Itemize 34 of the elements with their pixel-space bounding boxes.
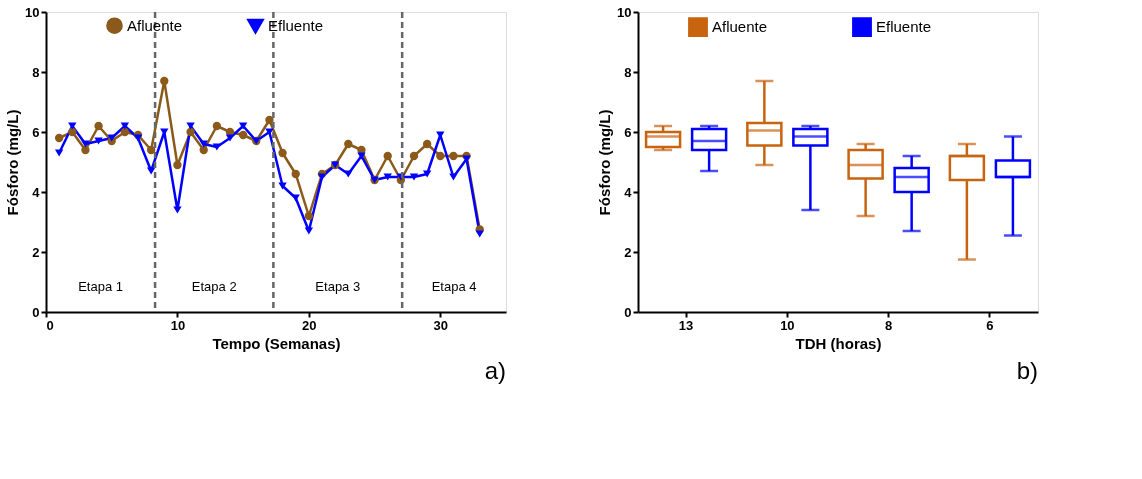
x-axis-title: TDH (horas)	[795, 334, 882, 352]
y-tick-label: 2	[624, 244, 632, 260]
y-tick-label: 4	[32, 184, 41, 200]
y-tick-label: 6	[32, 124, 40, 140]
annotation: Etapa 2	[191, 279, 237, 294]
x-tick-label: 6	[986, 317, 994, 333]
y-tick-label: 10	[25, 4, 40, 20]
x-axis-title: Tempo (Semanas)	[212, 334, 341, 352]
x-tick-label: 13	[678, 317, 694, 333]
text: a)	[484, 357, 506, 384]
legend-label: Efluente	[268, 17, 324, 35]
y-tick-label: 4	[624, 184, 633, 200]
x-tick-label: 20	[302, 317, 317, 333]
x-tick-label: 30	[433, 317, 449, 333]
annotation: Etapa 1	[78, 279, 123, 294]
x-tick-label: 0	[46, 317, 54, 333]
y-tick-label: 10	[617, 4, 632, 20]
y-tick-label: 8	[32, 64, 40, 80]
annotation: Etapa 3	[315, 279, 361, 294]
y-axis-title: Fósforo (mg/L)	[4, 109, 22, 216]
y-tick-label: 2	[32, 244, 40, 260]
y-tick-label: 0	[32, 304, 40, 320]
x-tick-label: 10	[780, 317, 795, 333]
y-tick-label: 6	[624, 124, 632, 140]
legend-label: Afluente	[127, 16, 183, 34]
y-tick-label: 8	[624, 64, 632, 80]
legend-label: Efluente	[876, 18, 932, 36]
text: b)	[1016, 357, 1038, 384]
annotation: Etapa 4	[431, 279, 477, 294]
y-axis-title: Fósforo (mg/L)	[596, 109, 614, 216]
legend-label: Afluente	[712, 18, 768, 36]
x-tick-label: 8	[885, 317, 893, 333]
x-tick-label: 10	[170, 317, 186, 333]
y-tick-label: 0	[624, 304, 632, 320]
